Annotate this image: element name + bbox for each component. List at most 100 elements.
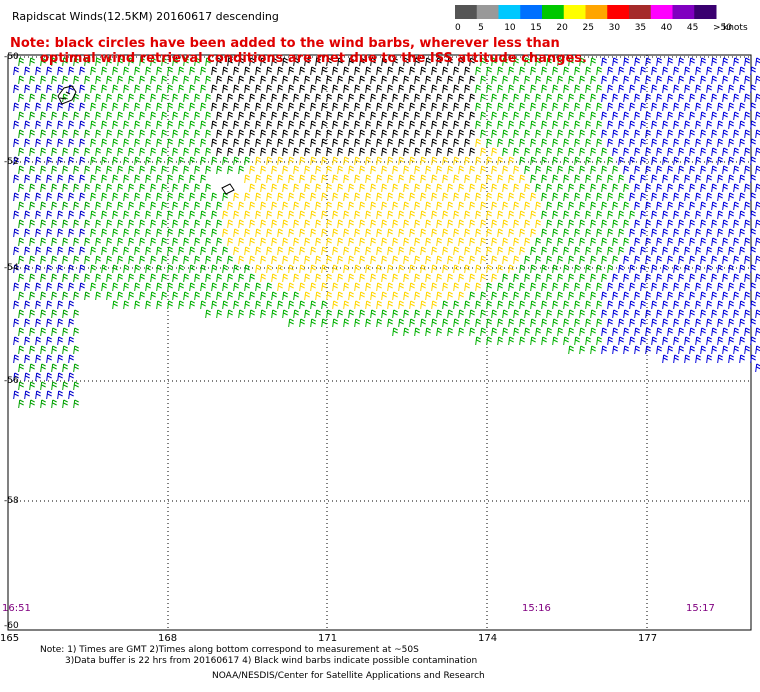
wind-barb xyxy=(35,228,41,238)
wind-barb xyxy=(200,84,206,94)
wind-barb xyxy=(640,264,646,274)
wind-barb xyxy=(106,129,112,139)
wind-barb xyxy=(711,327,717,337)
wind-barb xyxy=(601,147,607,157)
wind-barb xyxy=(233,84,239,94)
wind-barb xyxy=(596,336,602,346)
wind-barb xyxy=(502,183,508,193)
wind-barb xyxy=(35,390,41,400)
wind-barb xyxy=(557,57,563,67)
wind-barb xyxy=(29,57,35,67)
wind-barb xyxy=(35,66,41,76)
wind-barb xyxy=(277,264,283,274)
wind-barb xyxy=(216,165,222,175)
wind-barb xyxy=(354,228,360,238)
wind-barb xyxy=(315,237,321,247)
wind-barb xyxy=(497,66,503,76)
wind-barb xyxy=(299,210,305,220)
wind-barb xyxy=(700,237,706,247)
wind-barb xyxy=(40,219,46,229)
wind-barb xyxy=(288,138,294,148)
wind-barb xyxy=(601,111,607,121)
wind-barb xyxy=(623,183,629,193)
wind-barb xyxy=(634,111,640,121)
wind-barb xyxy=(502,75,508,85)
wind-barb xyxy=(612,255,618,265)
wind-barb xyxy=(183,237,189,247)
wind-barb xyxy=(90,246,96,256)
wind-barb xyxy=(101,120,107,130)
wind-barb xyxy=(398,138,404,148)
wind-barb xyxy=(579,147,585,157)
wind-barb xyxy=(469,291,475,301)
wind-barb xyxy=(266,120,272,130)
wind-barb xyxy=(755,291,760,301)
wind-barb xyxy=(205,291,211,301)
wind-barb xyxy=(563,66,569,76)
wind-barb xyxy=(376,228,382,238)
wind-barb xyxy=(238,309,244,319)
wind-barb xyxy=(343,66,349,76)
wind-barb xyxy=(293,111,299,121)
wind-barb xyxy=(601,75,607,85)
wind-barb xyxy=(607,84,613,94)
wind-barb xyxy=(491,129,497,139)
wind-barb xyxy=(101,84,107,94)
wind-barb xyxy=(425,93,431,103)
wind-barb xyxy=(442,210,448,220)
wind-barb xyxy=(68,102,74,112)
wind-barb xyxy=(178,282,184,292)
campbell-island-outline xyxy=(221,183,235,195)
wind-barb xyxy=(414,273,420,283)
wind-barb xyxy=(700,309,706,319)
wind-barb xyxy=(475,318,481,328)
wind-barb xyxy=(79,66,85,76)
wind-barb xyxy=(167,102,173,112)
wind-barb xyxy=(612,165,618,175)
wind-barb xyxy=(189,282,195,292)
wind-barb xyxy=(546,111,552,121)
wind-barb xyxy=(420,120,426,130)
wind-barb xyxy=(112,66,118,76)
wind-barb xyxy=(552,66,558,76)
wind-barb xyxy=(728,174,734,184)
wind-barb xyxy=(711,309,717,319)
wind-barb xyxy=(706,174,712,184)
wind-barb xyxy=(68,192,74,202)
wind-barb xyxy=(403,93,409,103)
wind-barb xyxy=(728,156,734,166)
wind-barb xyxy=(579,57,585,67)
wind-barb xyxy=(755,255,760,265)
wind-barb xyxy=(51,255,57,265)
wind-barb xyxy=(453,192,459,202)
wind-barb xyxy=(293,183,299,193)
wind-barb xyxy=(711,57,717,67)
wind-barb xyxy=(689,327,695,337)
wind-barb xyxy=(689,165,695,175)
wind-barb xyxy=(387,300,393,310)
wind-barb xyxy=(711,273,717,283)
wind-barb xyxy=(447,147,453,157)
wind-barb xyxy=(172,165,178,175)
wind-barb xyxy=(161,273,167,283)
wind-barb xyxy=(106,183,112,193)
wind-barb xyxy=(728,300,734,310)
color-scale-label: 5 xyxy=(478,23,484,33)
wind-barb xyxy=(277,66,283,76)
wind-barb xyxy=(568,309,574,319)
footnote-credit: NOAA/NESDIS/Center for Satellite Applica… xyxy=(212,671,485,681)
wind-barb xyxy=(695,336,701,346)
wind-barb xyxy=(579,255,585,265)
wind-barb xyxy=(673,174,679,184)
wind-barb xyxy=(348,291,354,301)
wind-barb xyxy=(739,138,745,148)
wind-barb xyxy=(530,282,536,292)
wind-barb xyxy=(183,255,189,265)
wind-barb xyxy=(387,192,393,202)
wind-barb xyxy=(695,354,701,364)
wind-barb xyxy=(260,165,266,175)
wind-barb xyxy=(79,282,85,292)
wind-barb xyxy=(409,138,415,148)
wind-barb xyxy=(310,66,316,76)
wind-barb xyxy=(414,75,420,85)
